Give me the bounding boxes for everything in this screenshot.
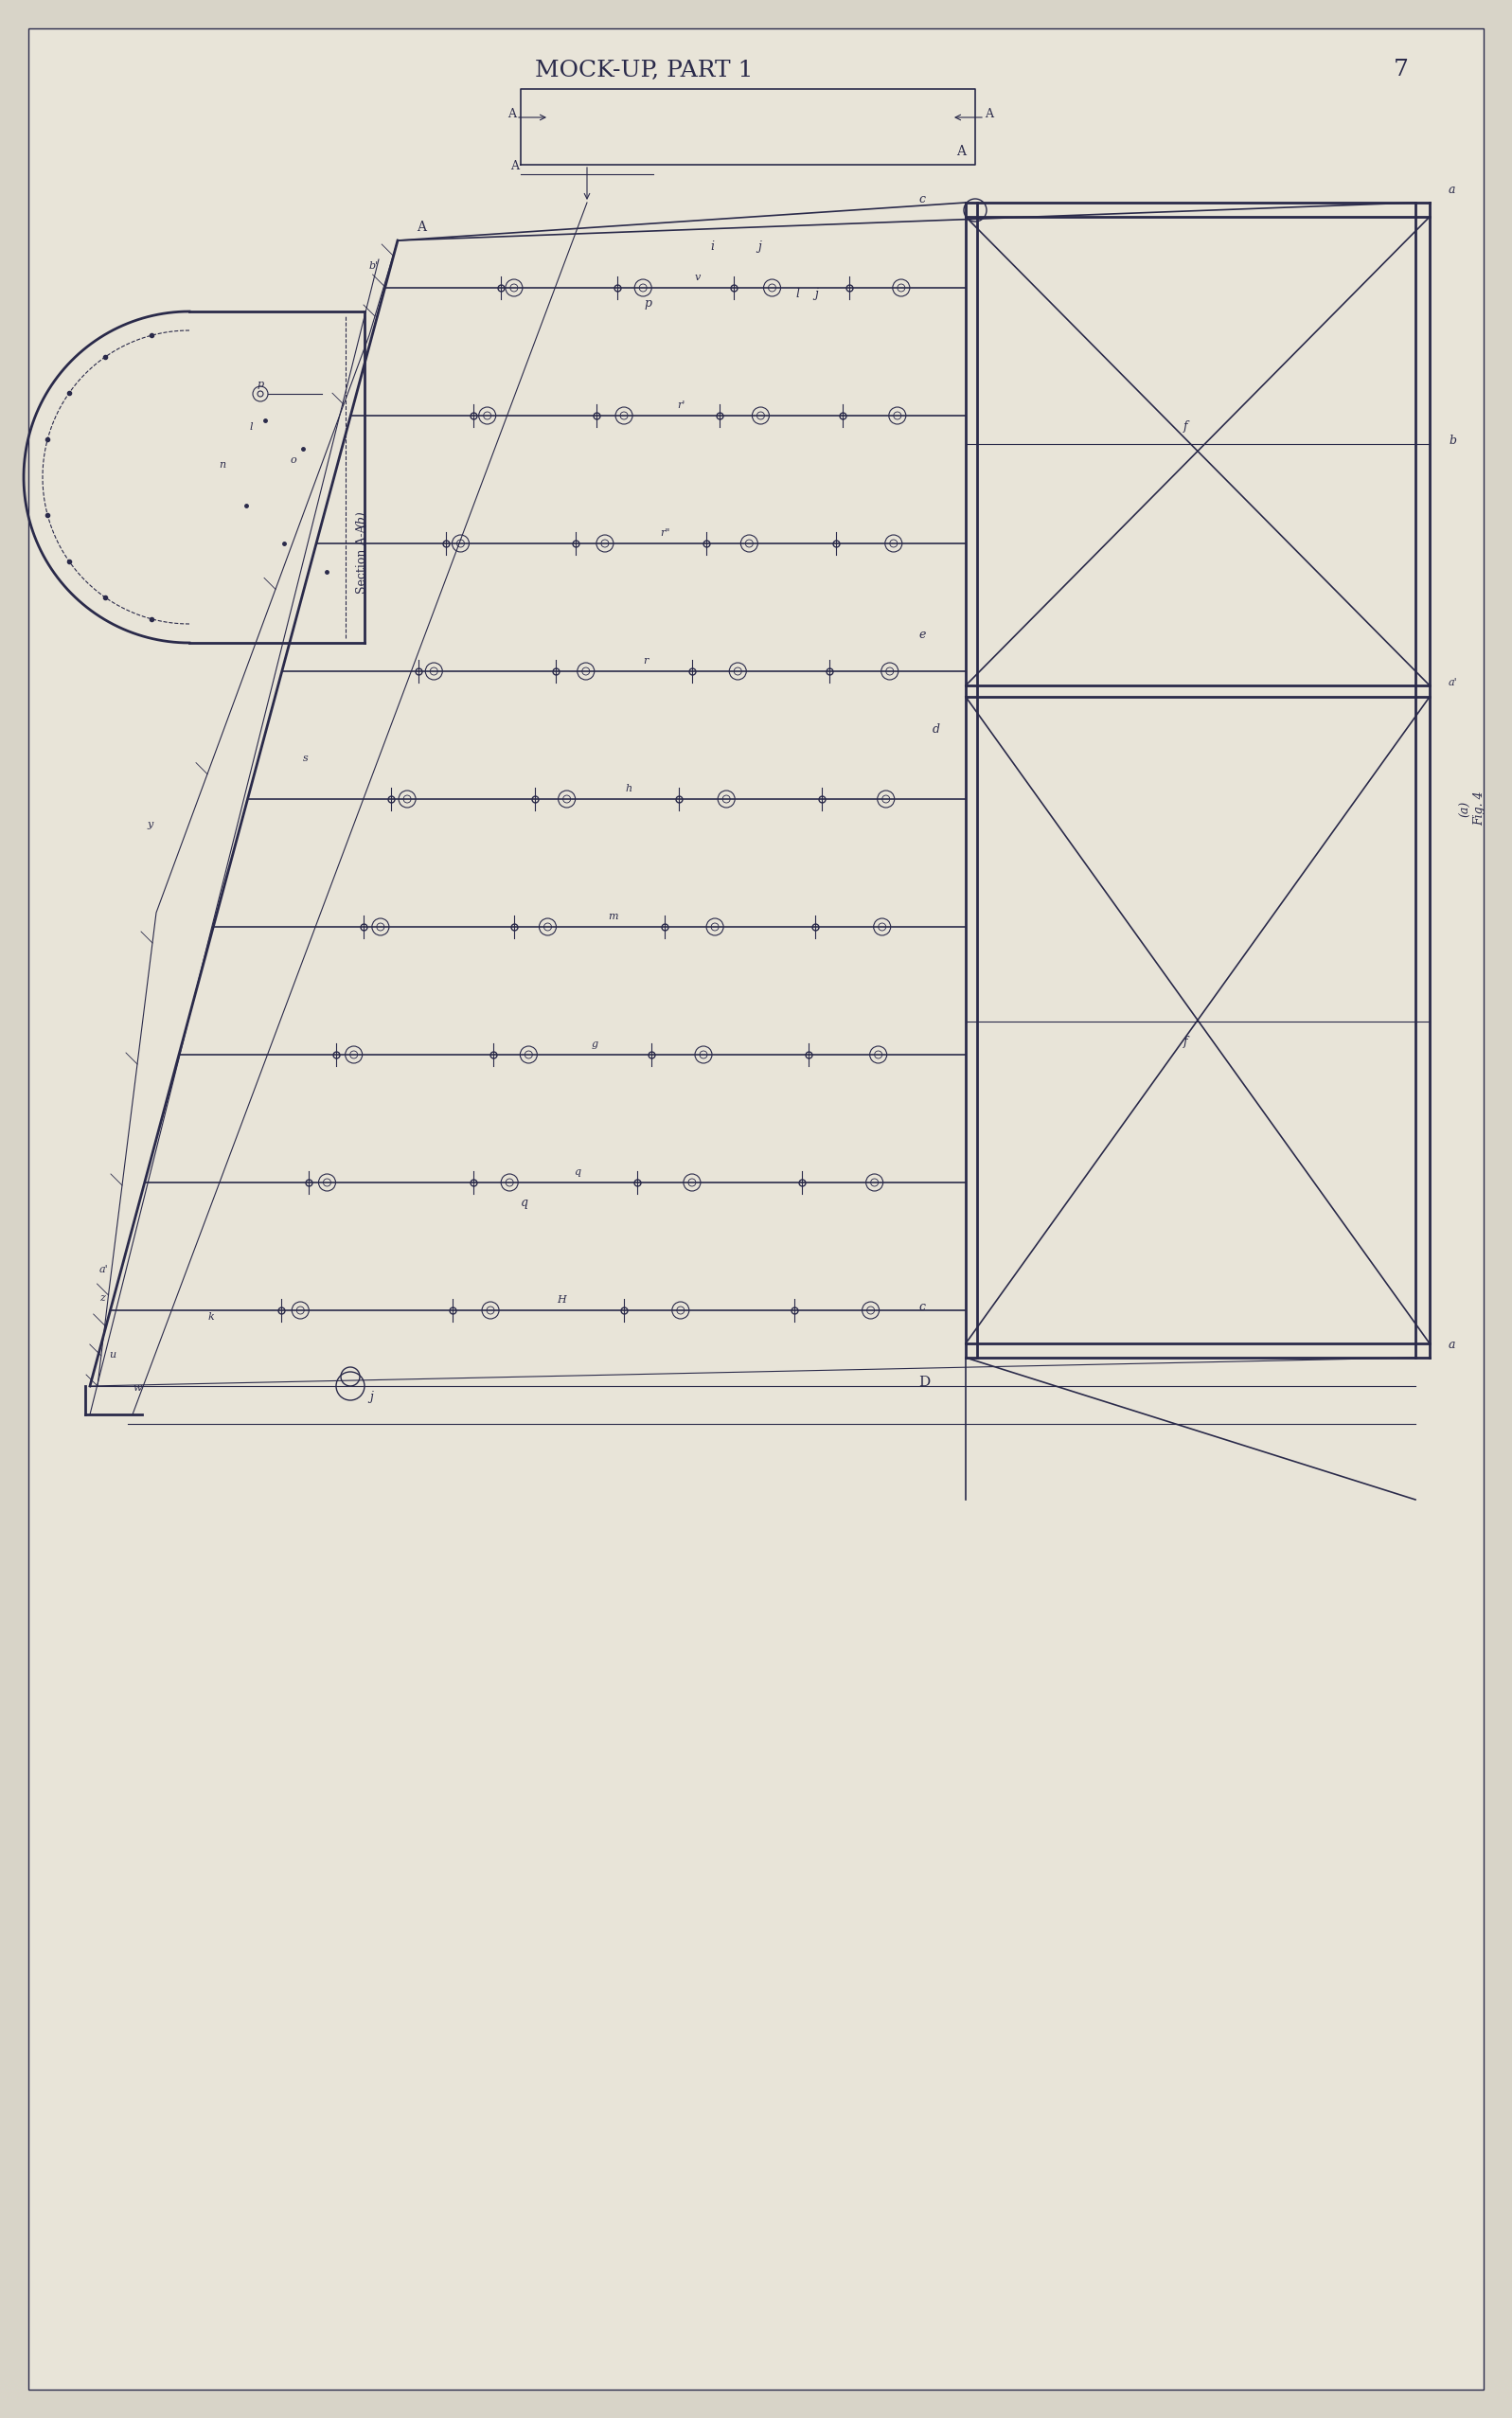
Circle shape	[319, 1175, 336, 1192]
Circle shape	[862, 1301, 878, 1318]
Circle shape	[558, 791, 575, 808]
Text: b': b'	[369, 261, 380, 271]
Text: r: r	[643, 655, 647, 665]
Text: j: j	[369, 1390, 373, 1402]
Circle shape	[399, 791, 416, 808]
Text: j: j	[758, 239, 761, 254]
Text: g: g	[591, 1040, 599, 1049]
Circle shape	[885, 534, 903, 551]
Circle shape	[696, 1047, 712, 1064]
Text: y: y	[147, 820, 153, 829]
Circle shape	[482, 1301, 499, 1318]
Circle shape	[718, 791, 735, 808]
Text: j: j	[815, 288, 818, 300]
Text: Section A-A: Section A-A	[355, 525, 367, 592]
Circle shape	[881, 663, 898, 679]
Text: b: b	[1448, 435, 1456, 447]
Text: a': a'	[1448, 677, 1458, 687]
Circle shape	[452, 534, 469, 551]
Text: a: a	[1448, 1340, 1456, 1352]
Circle shape	[345, 1047, 363, 1064]
Circle shape	[596, 534, 614, 551]
Text: A: A	[956, 145, 966, 157]
Text: (a)
Fig. 4: (a) Fig. 4	[1459, 791, 1485, 827]
Text: MOCK-UP, PART 1: MOCK-UP, PART 1	[535, 58, 753, 80]
Text: r": r"	[659, 527, 670, 537]
Circle shape	[866, 1175, 883, 1192]
Text: f: f	[1184, 1035, 1188, 1047]
Circle shape	[869, 1047, 888, 1064]
Circle shape	[877, 791, 895, 808]
Text: p: p	[644, 297, 652, 310]
Text: H: H	[556, 1296, 565, 1306]
Text: i: i	[711, 239, 714, 254]
Text: l: l	[249, 423, 253, 433]
Text: a': a'	[100, 1265, 109, 1274]
Text: p: p	[257, 380, 263, 389]
Circle shape	[520, 1047, 537, 1064]
Circle shape	[764, 280, 780, 297]
Circle shape	[615, 406, 632, 423]
Circle shape	[683, 1175, 700, 1192]
Text: 7: 7	[1394, 58, 1409, 80]
Circle shape	[892, 280, 910, 297]
Circle shape	[578, 663, 594, 679]
Text: o: o	[290, 455, 296, 464]
Text: D: D	[918, 1376, 930, 1388]
Circle shape	[741, 534, 758, 551]
Circle shape	[889, 406, 906, 423]
Text: A: A	[417, 220, 426, 235]
Text: m: m	[608, 912, 618, 921]
Text: q: q	[520, 1197, 528, 1209]
Circle shape	[372, 919, 389, 936]
Text: c: c	[918, 1301, 925, 1313]
Text: d: d	[933, 723, 940, 735]
Text: l: l	[795, 288, 798, 300]
Text: a: a	[1448, 184, 1456, 196]
Circle shape	[874, 919, 891, 936]
Text: A: A	[508, 109, 516, 121]
Text: r': r'	[677, 401, 685, 411]
Circle shape	[729, 663, 747, 679]
Circle shape	[425, 663, 443, 679]
Text: u: u	[109, 1349, 115, 1359]
Text: v: v	[694, 273, 700, 283]
Circle shape	[706, 919, 723, 936]
Text: f: f	[1184, 421, 1188, 433]
Text: s: s	[302, 754, 308, 764]
Text: A: A	[511, 160, 519, 172]
Circle shape	[292, 1301, 308, 1318]
Circle shape	[540, 919, 556, 936]
Text: z: z	[100, 1294, 104, 1303]
Circle shape	[479, 406, 496, 423]
Circle shape	[500, 1175, 519, 1192]
Text: h: h	[626, 783, 632, 793]
Text: (b): (b)	[355, 510, 367, 527]
Text: q: q	[575, 1168, 581, 1178]
Circle shape	[505, 280, 523, 297]
Text: w: w	[133, 1383, 142, 1393]
Text: k: k	[209, 1313, 215, 1323]
Circle shape	[751, 406, 770, 423]
Circle shape	[671, 1301, 689, 1318]
Circle shape	[635, 280, 652, 297]
Text: n: n	[219, 459, 225, 469]
Text: e: e	[918, 629, 925, 641]
Text: c: c	[918, 193, 925, 206]
Text: A: A	[984, 109, 993, 121]
